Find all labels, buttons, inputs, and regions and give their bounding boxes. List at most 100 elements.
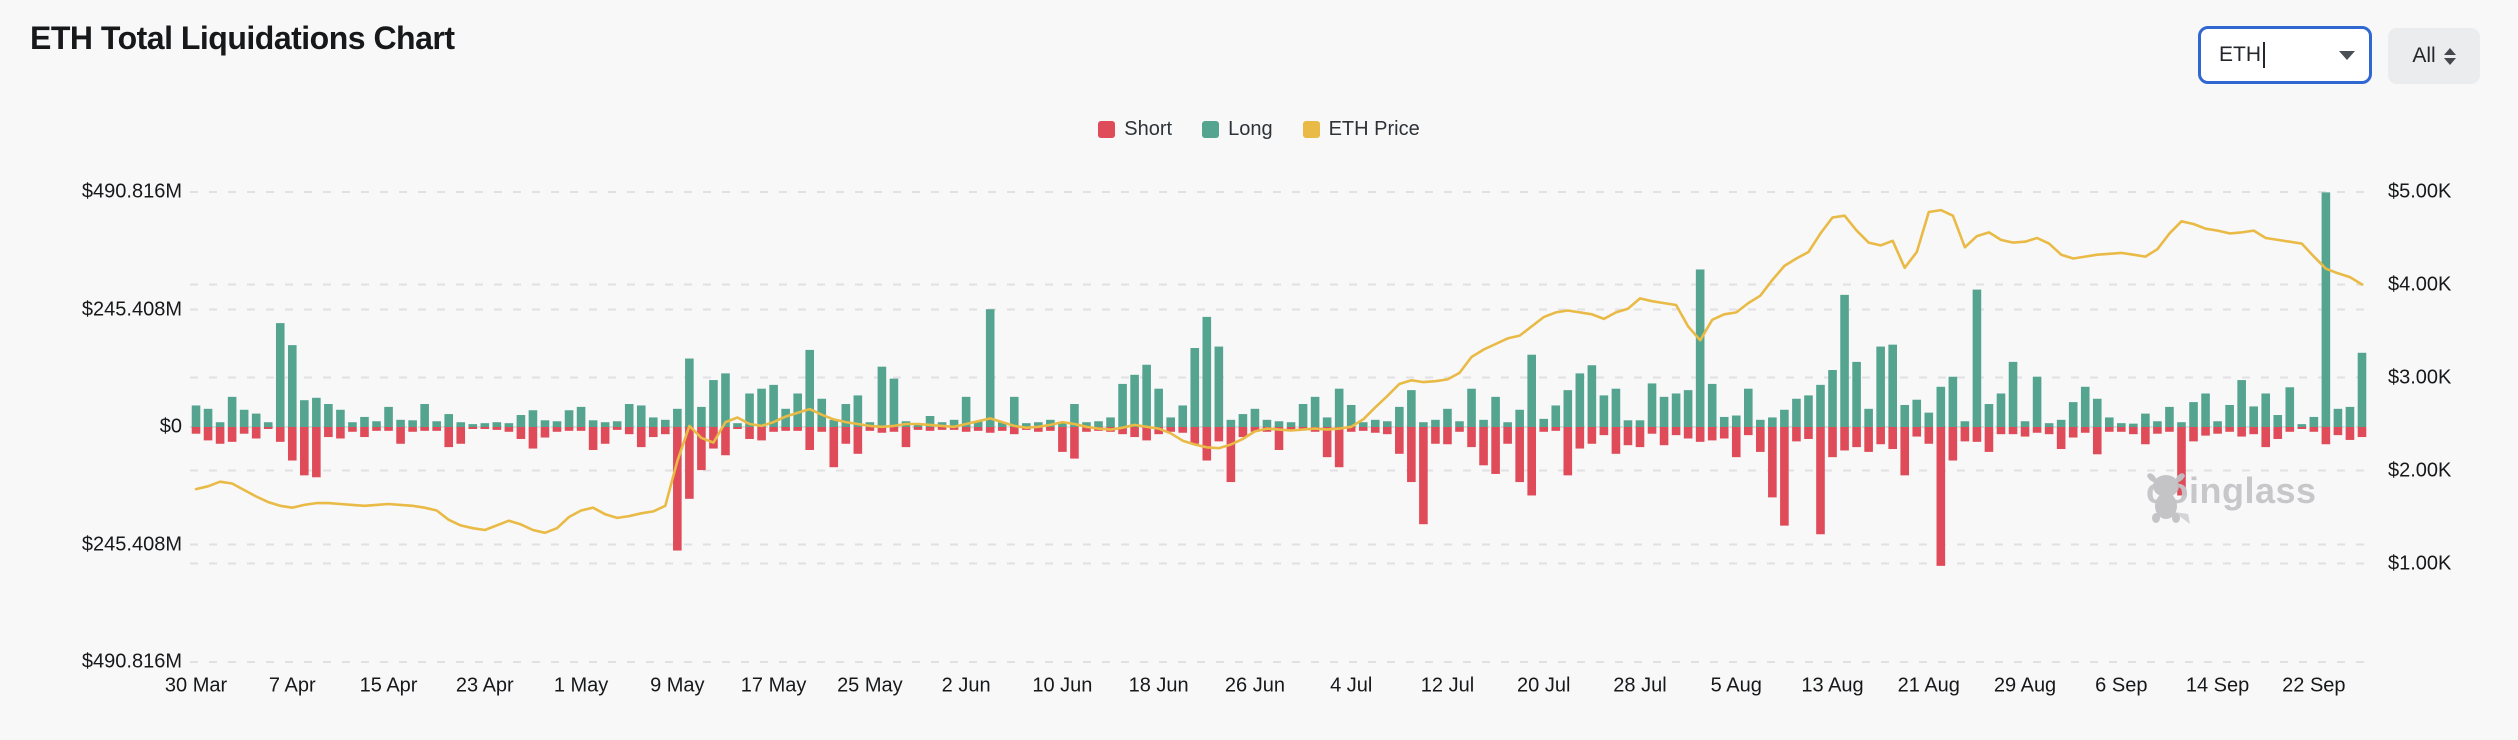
long-bar[interactable]	[1996, 393, 2006, 427]
long-bar[interactable]	[1888, 344, 1897, 427]
short-bar[interactable]	[1996, 427, 2006, 435]
short-bar[interactable]	[2225, 427, 2234, 432]
short-bar[interactable]	[2117, 427, 2126, 432]
long-bar[interactable]	[1719, 416, 1729, 427]
short-bar[interactable]	[2261, 427, 2271, 448]
short-bar[interactable]	[2273, 427, 2283, 439]
short-bar[interactable]	[408, 427, 417, 432]
short-bar[interactable]	[1719, 427, 1729, 439]
long-bar[interactable]	[1731, 415, 1741, 427]
short-bar[interactable]	[829, 427, 839, 468]
short-bar[interactable]	[1238, 427, 1248, 438]
long-bar[interactable]	[2321, 192, 2331, 427]
short-bar[interactable]	[1515, 427, 1524, 483]
long-bar[interactable]	[2213, 421, 2222, 427]
short-bar[interactable]	[817, 427, 827, 432]
short-bar[interactable]	[191, 427, 201, 434]
short-bar[interactable]	[564, 427, 574, 431]
long-bar[interactable]	[576, 406, 586, 427]
long-bar[interactable]	[588, 420, 598, 427]
long-bar[interactable]	[1322, 417, 1332, 427]
long-bar[interactable]	[468, 424, 478, 427]
long-bar[interactable]	[1346, 404, 1356, 427]
long-bar[interactable]	[504, 423, 514, 427]
long-bar[interactable]	[1587, 365, 1597, 427]
long-bar[interactable]	[432, 421, 441, 427]
short-bar[interactable]	[2321, 427, 2331, 445]
short-bar[interactable]	[1888, 427, 1897, 450]
long-bar[interactable]	[1551, 405, 1561, 427]
short-bar[interactable]	[1142, 427, 1151, 441]
long-bar[interactable]	[2008, 361, 2018, 427]
short-bar[interactable]	[2129, 427, 2138, 435]
long-bar[interactable]	[1058, 423, 1067, 427]
short-bar[interactable]	[1804, 427, 1813, 439]
long-bar[interactable]	[1382, 421, 1392, 427]
short-bar[interactable]	[1178, 427, 1188, 433]
short-bar[interactable]	[2177, 427, 2186, 496]
short-bar[interactable]	[1382, 427, 1392, 435]
long-bar[interactable]	[2225, 404, 2234, 427]
short-bar[interactable]	[2068, 427, 2078, 438]
long-bar[interactable]	[2201, 393, 2210, 427]
short-bar[interactable]	[721, 427, 730, 456]
long-bar[interactable]	[1274, 421, 1284, 427]
short-bar[interactable]	[1166, 427, 1176, 432]
short-bar[interactable]	[612, 427, 622, 430]
short-bar[interactable]	[1575, 427, 1585, 449]
long-bar[interactable]	[1214, 346, 1224, 427]
short-bar[interactable]	[661, 427, 670, 435]
long-bar[interactable]	[648, 417, 658, 427]
short-bar[interactable]	[1370, 427, 1380, 433]
long-bar[interactable]	[2177, 422, 2186, 427]
short-bar[interactable]	[2213, 427, 2222, 434]
short-bar[interactable]	[1202, 427, 1212, 461]
long-bar[interactable]	[528, 410, 538, 427]
short-bar[interactable]	[1358, 427, 1368, 431]
short-bar[interactable]	[444, 427, 454, 448]
short-bar[interactable]	[1070, 427, 1079, 459]
long-bar[interactable]	[275, 323, 285, 427]
short-bar[interactable]	[1491, 427, 1500, 474]
long-bar[interactable]	[2285, 387, 2295, 427]
long-bar[interactable]	[1370, 419, 1380, 427]
short-bar[interactable]	[745, 427, 754, 439]
short-bar[interactable]	[1407, 427, 1416, 483]
short-bar[interactable]	[420, 427, 429, 431]
long-bar[interactable]	[1419, 422, 1428, 427]
short-bar[interactable]	[2153, 427, 2162, 434]
short-bar[interactable]	[396, 427, 405, 444]
long-bar[interactable]	[1599, 395, 1609, 427]
short-bar[interactable]	[1900, 427, 1910, 476]
long-bar[interactable]	[480, 423, 490, 427]
long-bar[interactable]	[1936, 386, 1946, 427]
short-bar[interactable]	[901, 427, 911, 448]
long-bar[interactable]	[1948, 376, 1958, 427]
long-bar[interactable]	[1924, 412, 1934, 427]
long-bar[interactable]	[1190, 347, 1200, 427]
short-bar[interactable]	[1756, 427, 1765, 452]
long-bar[interactable]	[1840, 294, 1849, 427]
short-bar[interactable]	[1009, 427, 1019, 435]
short-bar[interactable]	[2189, 427, 2198, 442]
short-bar[interactable]	[2092, 427, 2102, 455]
long-bar[interactable]	[540, 420, 550, 427]
short-bar[interactable]	[961, 427, 971, 432]
short-bar[interactable]	[733, 427, 742, 429]
long-bar[interactable]	[372, 421, 381, 427]
long-bar[interactable]	[1046, 419, 1055, 427]
short-bar[interactable]	[1286, 427, 1296, 431]
short-bar[interactable]	[275, 427, 285, 442]
long-bar[interactable]	[745, 393, 754, 427]
short-bar[interactable]	[239, 427, 249, 434]
long-bar[interactable]	[1178, 405, 1188, 427]
long-bar[interactable]	[1310, 396, 1320, 427]
long-bar[interactable]	[925, 415, 935, 427]
long-bar[interactable]	[1852, 361, 1861, 427]
long-bar[interactable]	[1647, 383, 1657, 427]
short-bar[interactable]	[1683, 427, 1693, 439]
short-bar[interactable]	[1948, 427, 1958, 461]
short-bar[interactable]	[1912, 427, 1922, 437]
short-bar[interactable]	[2357, 427, 2367, 438]
long-bar[interactable]	[215, 422, 225, 427]
